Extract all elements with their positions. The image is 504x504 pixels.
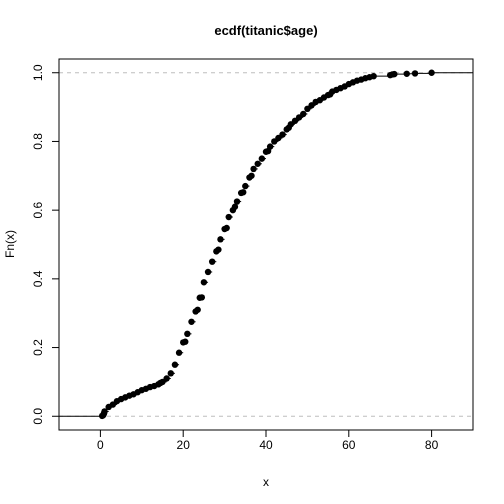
ecdf-point	[167, 370, 174, 377]
ecdf-point	[233, 198, 241, 205]
ecdf-point	[258, 155, 266, 162]
ecdf-point	[198, 294, 206, 301]
ecdf-point	[250, 165, 257, 173]
ecdf-point	[428, 69, 435, 76]
ecdf-point	[240, 189, 247, 196]
ecdf-point	[204, 268, 212, 276]
ecdf-point	[200, 279, 208, 286]
y-tick-label: 0.6	[31, 201, 45, 218]
ecdf-point	[254, 160, 261, 167]
ecdf-point	[231, 203, 239, 210]
y-tick-label: 1.0	[31, 64, 45, 81]
ecdf-point	[411, 70, 419, 77]
ecdf-point	[225, 213, 232, 221]
ecdf-point	[223, 224, 230, 232]
ecdf-point	[208, 258, 216, 265]
ecdf-point	[279, 131, 286, 138]
ecdf-point	[266, 143, 274, 150]
ecdf-point	[300, 110, 307, 118]
y-axis: 0.0 0.2 0.4 0.6 0.8 1.0	[31, 64, 59, 425]
y-axis-label: Fn(x)	[3, 230, 17, 258]
y-tick-label: 0.8	[31, 133, 45, 150]
ecdf-point	[184, 330, 191, 338]
ecdf-point	[163, 375, 170, 382]
x-tick-label: 20	[177, 438, 191, 452]
y-tick-label: 0.4	[31, 270, 45, 287]
ecdf-point	[101, 408, 108, 415]
ecdf-point	[175, 349, 183, 356]
chart-title: ecdf(titanic$age)	[214, 23, 317, 38]
ecdf-point	[391, 70, 398, 78]
ecdf-point	[242, 182, 249, 190]
x-tick-label: 40	[259, 438, 273, 452]
ecdf-point	[171, 361, 179, 368]
ecdf-point	[215, 246, 222, 253]
ecdf-point	[403, 70, 410, 77]
x-tick-label: 60	[342, 438, 356, 452]
ecdf-point	[194, 306, 201, 313]
x-axis: 0 20 40 60 80	[97, 430, 439, 452]
y-tick-label: 0.2	[31, 339, 45, 356]
ecdf-point	[182, 338, 189, 345]
ecdf-point	[248, 172, 255, 179]
y-tick-label: 0.0	[31, 408, 45, 425]
ecdf-point	[217, 236, 224, 243]
ecdf-point	[188, 318, 195, 325]
x-tick-label: 80	[425, 438, 439, 452]
ecdf-points	[98, 69, 435, 420]
x-tick-label: 0	[97, 438, 104, 452]
ecdf-point	[370, 72, 377, 80]
x-axis-label: x	[263, 475, 269, 489]
